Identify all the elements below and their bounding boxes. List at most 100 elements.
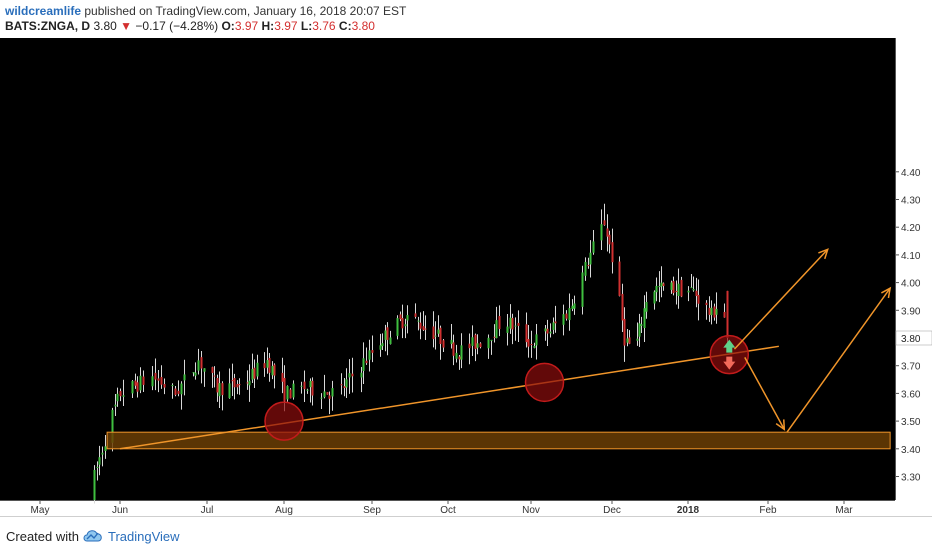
candle (587, 257, 590, 269)
candle (114, 393, 117, 416)
candle-body-up (389, 337, 392, 345)
candle (200, 350, 203, 384)
candle (493, 324, 496, 343)
candle (573, 295, 576, 315)
candle (404, 318, 407, 339)
candle (119, 388, 122, 402)
candle-body-down (134, 380, 137, 386)
candle-body-up (495, 320, 498, 339)
candle-body-up (514, 325, 517, 327)
close-value: 3.80 (351, 19, 375, 33)
candle-body-down (343, 386, 346, 389)
candle-body-down (213, 375, 216, 377)
candle-body-down (136, 382, 139, 392)
candle-body-down (587, 265, 590, 267)
candle-body-up (476, 343, 479, 348)
candle (300, 381, 303, 394)
candle-body-down (238, 384, 241, 386)
author-link[interactable]: wildcreamlife (5, 4, 82, 18)
candle-body-up (360, 372, 363, 378)
candle-body-down (233, 377, 236, 388)
candle (460, 333, 463, 369)
touch-point-circle (264, 401, 304, 441)
time-axis[interactable]: May Jun Jul Aug Sep Oct Nov Dec 2018 Feb Mar (31, 500, 854, 516)
candle (328, 391, 331, 415)
candle (546, 319, 549, 347)
candle-body-up (122, 395, 125, 397)
candle (203, 368, 206, 387)
candle (645, 291, 648, 319)
candle-body-down (554, 321, 557, 324)
candle-body-down (498, 316, 501, 330)
candle (692, 276, 695, 292)
candle (643, 295, 646, 343)
candle (246, 370, 249, 390)
candle (221, 381, 224, 411)
candle-body-down (546, 328, 549, 334)
current-price-box (895, 330, 932, 346)
time-tick-label: Sep (363, 505, 381, 516)
time-tick-label: Jul (201, 505, 214, 516)
candle (251, 353, 254, 383)
candle-body-up (715, 308, 718, 315)
candle-body-down (311, 380, 314, 396)
candle (517, 310, 520, 342)
candle (565, 310, 568, 321)
candle (271, 361, 274, 380)
candle (384, 324, 387, 352)
tradingview-brand-link[interactable]: TradingView (108, 529, 180, 544)
projection-arrow (733, 248, 829, 350)
candle (323, 374, 326, 399)
candle-body-down (231, 380, 234, 382)
candle-body-down (289, 389, 292, 399)
price-axis-background (895, 38, 932, 516)
candle-body-down (623, 318, 626, 346)
candle (345, 368, 348, 398)
candle-body-up (131, 381, 134, 394)
candle-body-up (487, 337, 490, 349)
candle (160, 365, 163, 389)
high-label: H: (261, 19, 275, 33)
candle (680, 276, 683, 298)
candle-body-down (452, 342, 455, 356)
candle (677, 268, 680, 309)
support-zone (106, 431, 891, 450)
candle (248, 364, 251, 402)
candle (286, 385, 289, 402)
candle (544, 324, 547, 341)
candle (268, 352, 271, 382)
candle-body-up (218, 383, 221, 397)
candle-body-up (104, 446, 107, 452)
candle (568, 293, 571, 331)
candle-body-down (618, 261, 621, 296)
candle-body-up (592, 241, 595, 253)
projection-arrow (786, 286, 892, 433)
candles-layer (93, 203, 729, 504)
candle-body-up (455, 352, 458, 359)
candle (96, 461, 99, 481)
candle-body-down (726, 290, 729, 338)
candle-body-up (292, 383, 295, 398)
created-with-label: Created with (6, 529, 79, 544)
candle (670, 280, 673, 294)
candle (340, 373, 343, 395)
time-tick-label: Jun (112, 505, 128, 516)
price-axis[interactable]: 4.40 4.30 4.20 4.10 4.00 3.90 3.80 3.70 3.60 3.50… (895, 168, 932, 484)
candle-body-up (471, 337, 474, 346)
candle-body-down (328, 395, 331, 399)
candle (419, 312, 422, 340)
candle (554, 305, 557, 333)
price-chart[interactable]: 4.40 4.30 4.20 4.10 4.00 3.90 3.80 3.70 3.60 3.50… (0, 38, 932, 516)
candle (151, 366, 154, 391)
candle-body-up (194, 372, 197, 376)
candle-body-down (713, 306, 716, 318)
candle (442, 338, 445, 352)
candle (238, 378, 241, 395)
symbol-label: BATS:ZNGA, D (5, 19, 91, 33)
plot-background (0, 38, 895, 500)
candle-body-down (365, 360, 368, 364)
footer: Created with TradingView (0, 516, 932, 551)
candle (603, 203, 606, 226)
candle (154, 358, 157, 391)
candle-body-up (192, 372, 195, 374)
